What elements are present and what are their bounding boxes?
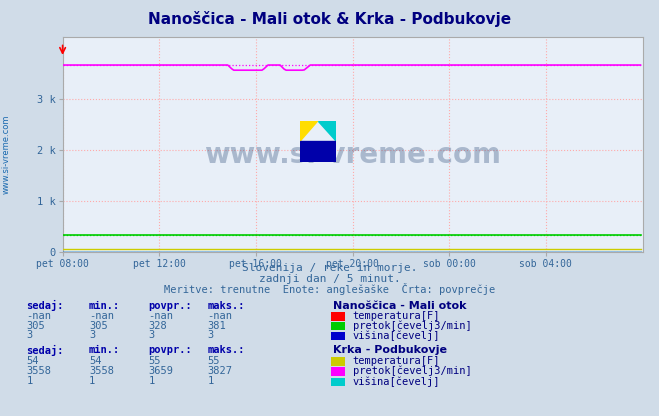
Text: sedaj:: sedaj: <box>26 345 64 356</box>
Text: zadnji dan / 5 minut.: zadnji dan / 5 minut. <box>258 274 401 284</box>
Text: Meritve: trenutne  Enote: anglešaške  Črta: povprečje: Meritve: trenutne Enote: anglešaške Črta… <box>164 283 495 295</box>
Text: povpr.:: povpr.: <box>148 301 192 311</box>
Text: 54: 54 <box>26 356 39 366</box>
Text: 1: 1 <box>26 376 32 386</box>
Text: 3: 3 <box>148 330 154 340</box>
Text: 55: 55 <box>148 356 161 366</box>
Text: min.:: min.: <box>89 345 120 355</box>
Text: povpr.:: povpr.: <box>148 345 192 355</box>
Text: 3827: 3827 <box>208 366 233 376</box>
Text: 3558: 3558 <box>89 366 114 376</box>
Text: 3: 3 <box>89 330 95 340</box>
Text: Nanoščica - Mali otok & Krka - Podbukovje: Nanoščica - Mali otok & Krka - Podbukovj… <box>148 11 511 27</box>
Text: www.si-vreme.com: www.si-vreme.com <box>2 114 11 194</box>
Text: 1: 1 <box>148 376 154 386</box>
Text: min.:: min.: <box>89 301 120 311</box>
Text: 1: 1 <box>89 376 95 386</box>
Text: maks.:: maks.: <box>208 301 245 311</box>
Text: www.si-vreme.com: www.si-vreme.com <box>204 141 501 169</box>
Text: sedaj:: sedaj: <box>26 300 64 311</box>
Polygon shape <box>318 121 336 141</box>
Text: Krka - Podbukovje: Krka - Podbukovje <box>333 345 447 355</box>
Text: 3: 3 <box>208 330 214 340</box>
Text: pretok[čevelj3/min]: pretok[čevelj3/min] <box>353 320 471 331</box>
Text: višina[čevelj]: višina[čevelj] <box>353 330 440 341</box>
Text: pretok[čevelj3/min]: pretok[čevelj3/min] <box>353 366 471 376</box>
Text: 305: 305 <box>89 321 107 331</box>
Polygon shape <box>300 141 336 162</box>
Text: višina[čevelj]: višina[čevelj] <box>353 376 440 387</box>
Text: 328: 328 <box>148 321 167 331</box>
Text: 3558: 3558 <box>26 366 51 376</box>
Text: 3: 3 <box>26 330 32 340</box>
Text: maks.:: maks.: <box>208 345 245 355</box>
Text: -nan: -nan <box>208 311 233 321</box>
Text: 305: 305 <box>26 321 45 331</box>
Text: -nan: -nan <box>26 311 51 321</box>
Polygon shape <box>300 121 318 141</box>
Text: 3659: 3659 <box>148 366 173 376</box>
Text: -nan: -nan <box>89 311 114 321</box>
Text: 381: 381 <box>208 321 226 331</box>
Text: temperatura[F]: temperatura[F] <box>353 356 440 366</box>
Text: Slovenija / reke in morje.: Slovenija / reke in morje. <box>242 263 417 273</box>
Text: 54: 54 <box>89 356 101 366</box>
Text: Nanoščica - Mali otok: Nanoščica - Mali otok <box>333 301 467 311</box>
Text: 1: 1 <box>208 376 214 386</box>
Text: -nan: -nan <box>148 311 173 321</box>
Text: temperatura[F]: temperatura[F] <box>353 311 440 321</box>
Text: 55: 55 <box>208 356 220 366</box>
